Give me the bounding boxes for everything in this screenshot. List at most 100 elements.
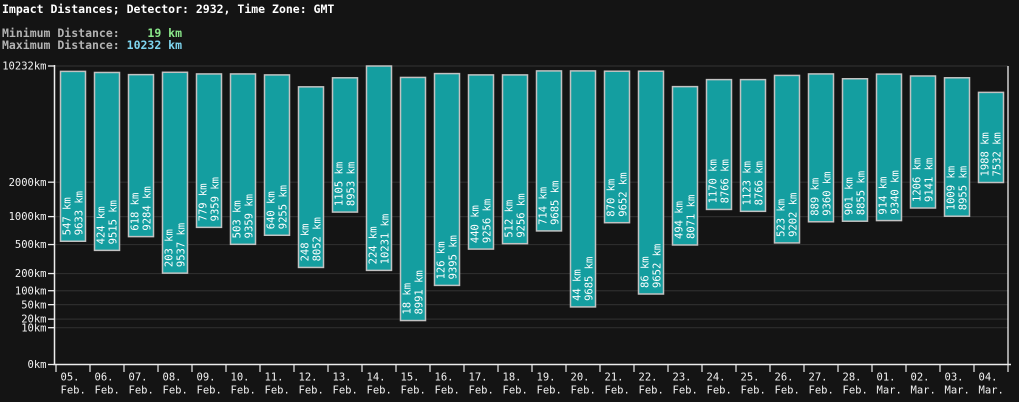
range-bar — [807, 73, 835, 223]
x-tick-label-day: 23. — [673, 372, 692, 384]
range-bar — [195, 73, 223, 229]
x-tick-label-month: Feb. — [775, 385, 800, 397]
range-bar — [229, 73, 257, 246]
x-tick-label-month: Feb. — [809, 385, 834, 397]
x-tick-label-month: Feb. — [605, 385, 630, 397]
maximum-distance-row: Maximum Distance: 10232 km — [2, 38, 182, 52]
bar-min-label: 901 km — [844, 177, 856, 215]
x-tick-label-day: 12. — [299, 372, 318, 384]
x-tick-label-month: Feb. — [707, 385, 732, 397]
bar-min-label: 1123 km — [742, 161, 754, 205]
bar-max-label: 10231 km — [380, 214, 392, 265]
bar-max-label: 8766 km — [754, 161, 766, 205]
minimum-distance-label: Minimum Distance: — [2, 26, 120, 40]
bar-max-label: 9395 km — [448, 235, 460, 279]
x-tick-label-day: 28. — [843, 372, 862, 384]
bar-max-label: 9284 km — [142, 186, 154, 230]
range-bar — [161, 71, 189, 274]
bar-min-label: 1170 km — [708, 159, 720, 203]
x-tick-label-day: 05. — [61, 372, 80, 384]
range-bar — [365, 65, 393, 272]
x-tick-label-day: 13. — [333, 372, 352, 384]
y-tick-label: 500km — [15, 239, 47, 251]
x-tick-label-month: Feb. — [639, 385, 664, 397]
bar-min-label: 618 km — [130, 193, 142, 231]
x-tick-label-month: Feb. — [571, 385, 596, 397]
bar-min-label: 870 km — [606, 179, 618, 217]
range-bar — [875, 73, 903, 222]
bar-min-label: 86 km — [640, 256, 652, 288]
x-tick-label-month: Feb. — [163, 385, 188, 397]
bar-min-label: 203 km — [164, 229, 176, 267]
x-tick-label-month: Feb. — [401, 385, 426, 397]
x-tick-label-month: Feb. — [299, 385, 324, 397]
range-bar — [297, 86, 325, 269]
y-tick-label: 20km — [21, 314, 46, 326]
y-tick-label: 10232km — [2, 61, 46, 73]
chart-title: Impact Distances; Detector: 2932, Time Z… — [2, 2, 335, 16]
x-tick-label-day: 15. — [401, 372, 420, 384]
x-tick-label-month: Feb. — [673, 385, 698, 397]
bar-min-label: 494 km — [674, 201, 686, 239]
x-tick-label-day: 01. — [877, 372, 896, 384]
bar-max-label: 9685 km — [550, 181, 562, 225]
bar-min-label: 224 km — [368, 226, 380, 264]
bar-max-label: 9360 km — [822, 172, 834, 216]
range-bar — [841, 77, 869, 222]
x-tick-label-month: Feb. — [469, 385, 494, 397]
x-tick-label-month: Mar. — [911, 385, 936, 397]
range-bar — [467, 74, 495, 250]
x-tick-label-month: Mar. — [979, 385, 1004, 397]
bar-max-label: 8855 km — [856, 171, 868, 215]
bar-max-label: 8071 km — [686, 195, 698, 239]
range-bar — [501, 74, 529, 245]
bar-min-label: 1988 km — [980, 132, 992, 176]
minimum-distance-row: Minimum Distance: 19 km — [2, 26, 182, 40]
bar-min-label: 126 km — [436, 241, 448, 279]
range-bar — [535, 70, 563, 232]
range-bar — [705, 78, 733, 211]
bar-max-label: 9255 km — [278, 185, 290, 229]
x-tick-label-month: Feb. — [197, 385, 222, 397]
range-bar — [433, 72, 461, 287]
bar-min-label: 18 km — [402, 283, 414, 315]
bar-min-label: 1009 km — [946, 166, 958, 210]
x-tick-label-month: Feb. — [129, 385, 154, 397]
range-bar — [127, 73, 155, 238]
bar-min-label: 914 km — [878, 177, 890, 215]
bar-max-label: 9256 km — [482, 199, 494, 243]
x-tick-label-month: Feb. — [231, 385, 256, 397]
range-bar — [93, 71, 121, 252]
x-tick-label-day: 21. — [605, 372, 624, 384]
x-tick-label-day: 25. — [741, 372, 760, 384]
x-tick-label-month: Feb. — [61, 385, 86, 397]
x-tick-label-month: Feb. — [741, 385, 766, 397]
x-tick-label-day: 20. — [571, 372, 590, 384]
x-tick-label-day: 22. — [639, 372, 658, 384]
range-bar — [909, 75, 937, 209]
bar-min-label: 440 km — [470, 205, 482, 243]
x-tick-label-day: 17. — [469, 372, 488, 384]
y-tick-label: 1000km — [9, 211, 47, 223]
range-bar — [943, 77, 971, 217]
x-tick-label-month: Feb. — [503, 385, 528, 397]
x-tick-label-month: Feb. — [95, 385, 120, 397]
y-tick-label: 2000km — [9, 177, 47, 189]
x-tick-label-day: 06. — [95, 372, 114, 384]
bar-max-label: 7532 km — [992, 132, 1004, 176]
y-tick-label: 50km — [21, 299, 46, 311]
bar-min-label: 889 km — [810, 178, 822, 216]
x-tick-label-month: Feb. — [367, 385, 392, 397]
x-tick-label-day: 04. — [979, 372, 998, 384]
bar-min-label: 424 km — [96, 206, 108, 244]
bar-min-label: 512 km — [504, 200, 516, 238]
bar-min-label: 523 km — [776, 199, 788, 237]
range-bar — [671, 85, 699, 246]
x-tick-label-day: 19. — [537, 372, 556, 384]
bar-max-label: 9359 km — [244, 194, 256, 238]
bar-min-label: 1105 km — [334, 162, 346, 206]
bar-max-label: 8991 km — [414, 270, 426, 314]
minimum-distance-value: 19 km — [147, 26, 183, 40]
